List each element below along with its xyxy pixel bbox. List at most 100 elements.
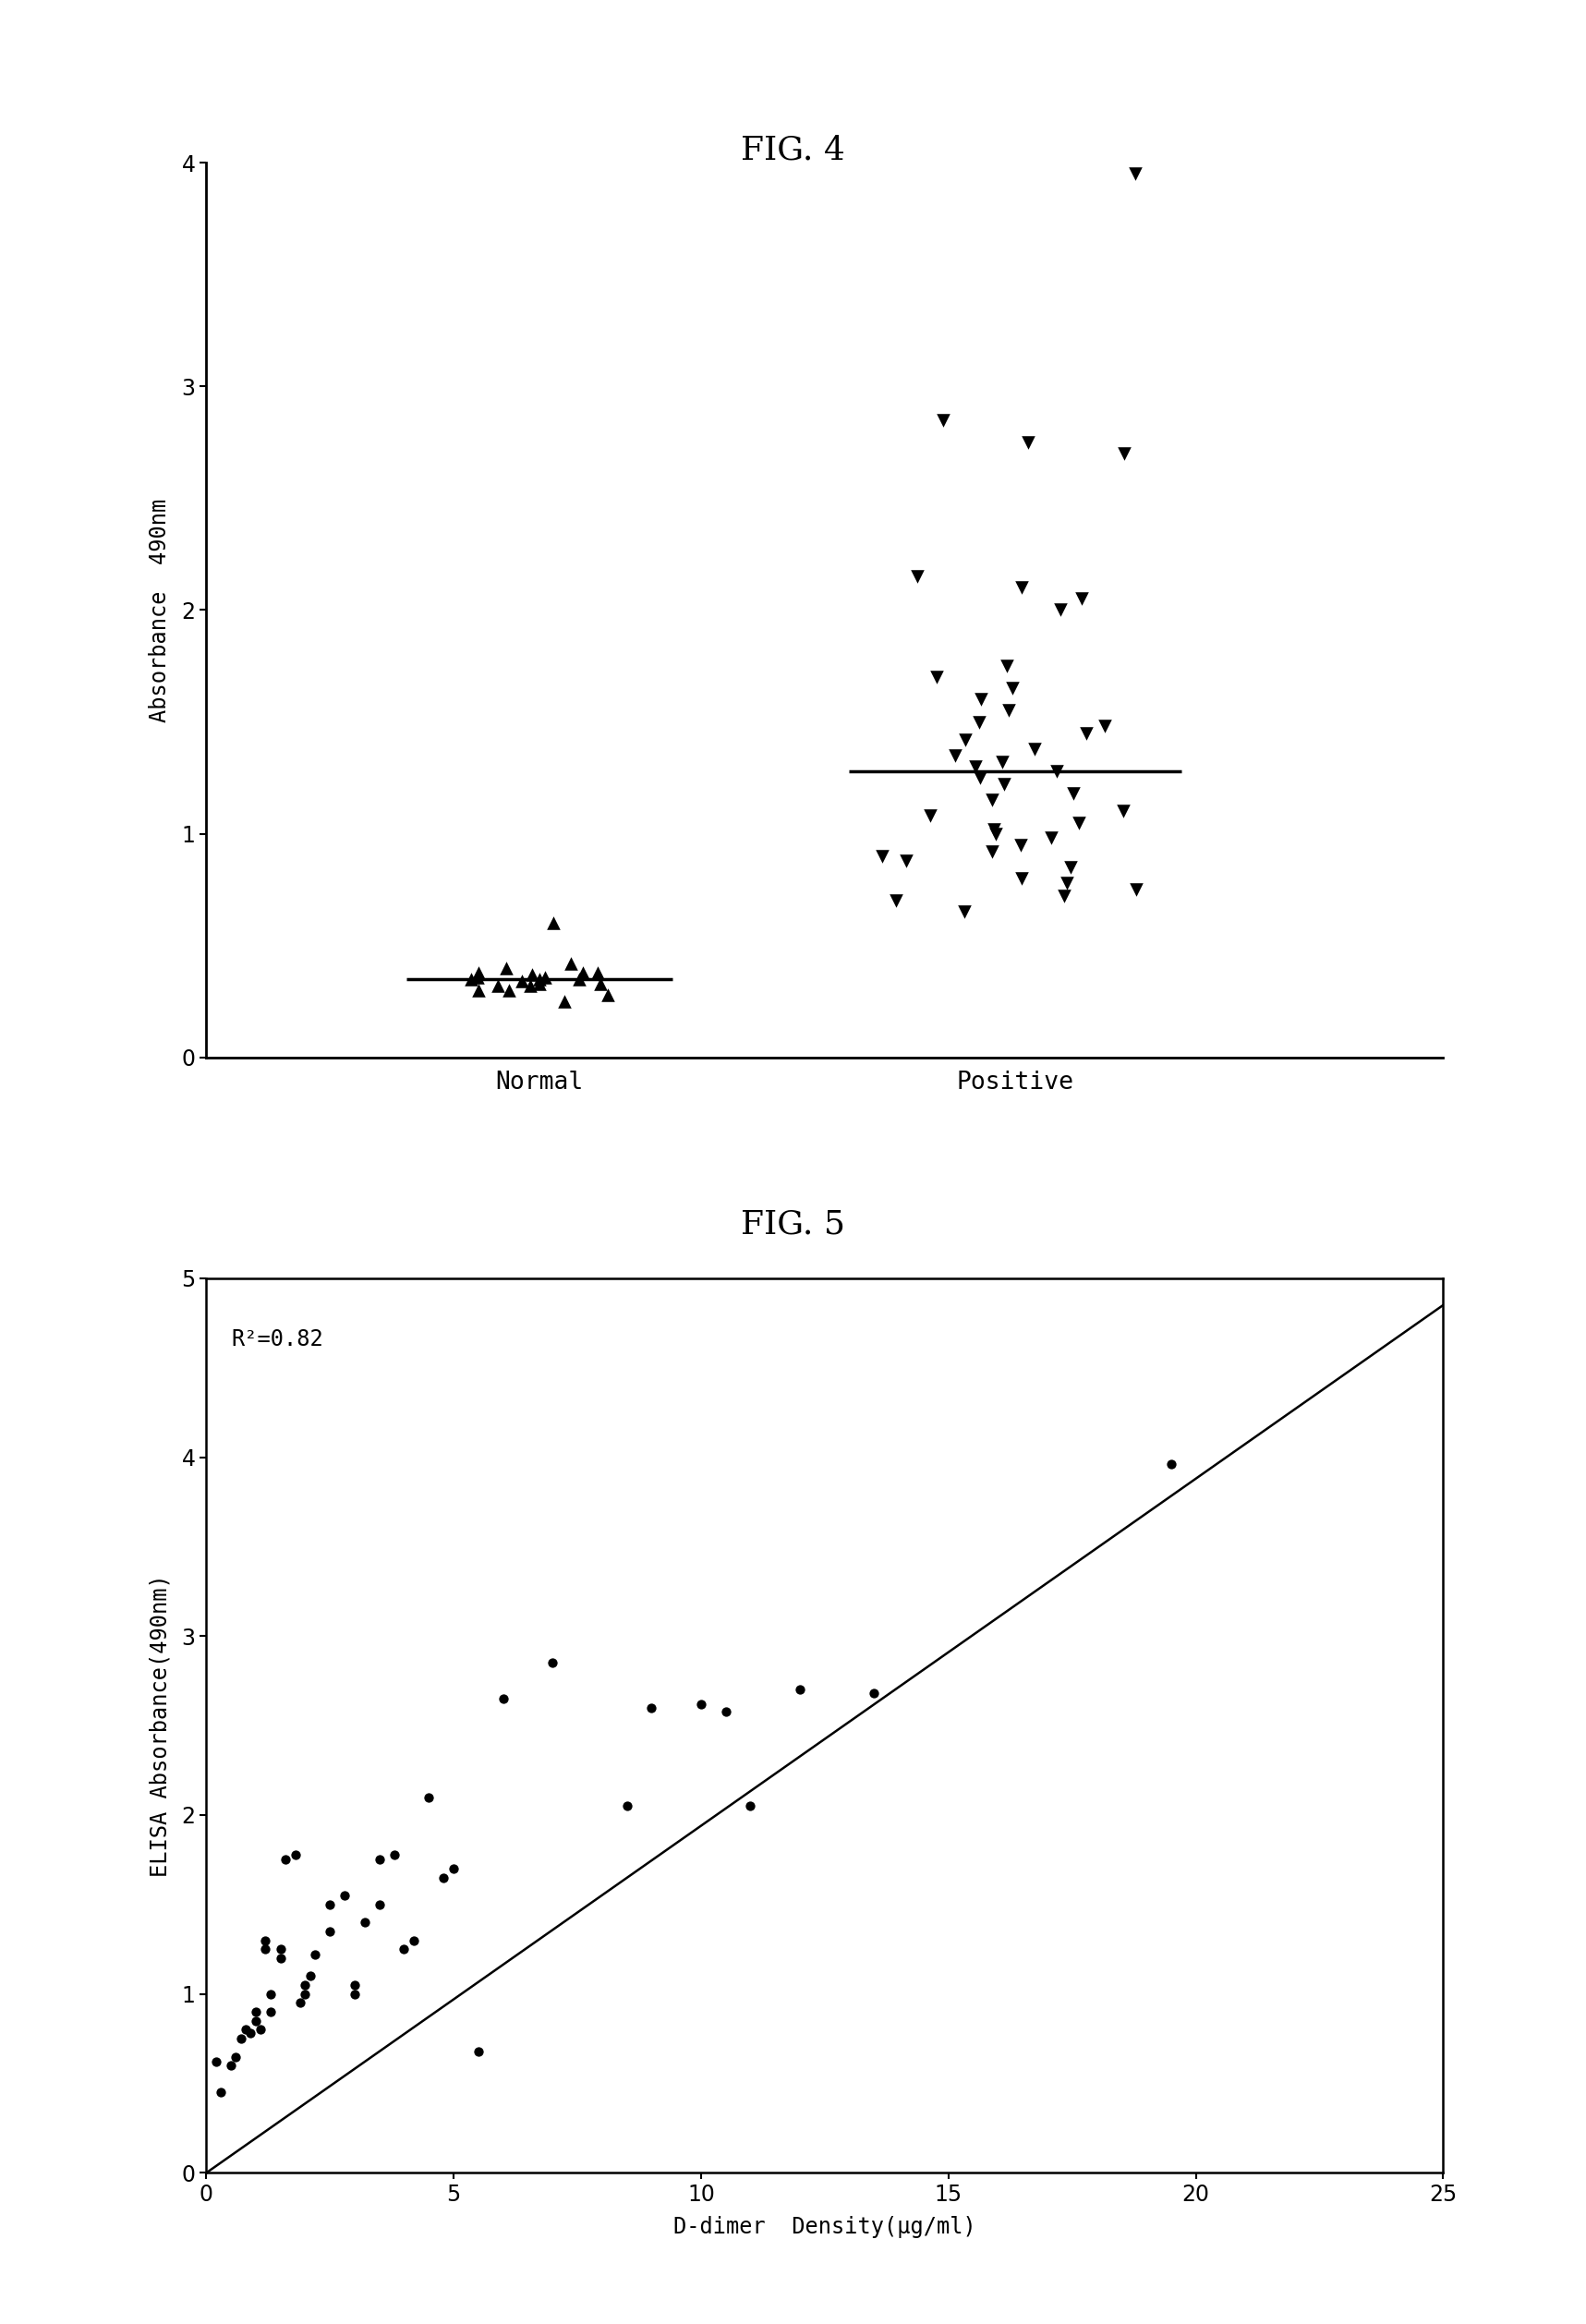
Point [517, 967, 542, 1004]
Point [282, 1836, 308, 1873]
Point [485, 967, 511, 1004]
Point [969, 681, 994, 718]
Point [1009, 827, 1034, 865]
Point [1069, 581, 1094, 618]
Point [527, 964, 552, 1002]
Point [996, 693, 1021, 730]
Text: R²=0.82: R²=0.82 [232, 1329, 324, 1350]
Point [243, 1994, 268, 2031]
Point [614, 1787, 639, 1824]
Text: FIG. 4: FIG. 4 [741, 135, 845, 167]
Point [639, 1690, 665, 1727]
Point [268, 1941, 293, 1978]
Point [366, 1887, 392, 1924]
Point [252, 1922, 278, 1959]
Point [490, 1680, 515, 1717]
Point [292, 1966, 317, 2003]
Point [252, 1931, 278, 1968]
Point [1061, 774, 1086, 811]
Point [1009, 569, 1034, 607]
Point [688, 1685, 714, 1722]
Point [509, 962, 534, 999]
Point [352, 1903, 377, 1941]
Point [317, 1887, 343, 1924]
Point [1158, 1446, 1183, 1483]
Point [238, 2015, 263, 2052]
Point [465, 957, 490, 995]
Point [595, 976, 620, 1013]
Point [287, 1985, 312, 2022]
Point [1074, 713, 1099, 751]
Point [979, 781, 1004, 818]
Point [963, 748, 988, 786]
Point [331, 1878, 357, 1915]
Point [917, 797, 942, 834]
Point [1015, 423, 1040, 460]
Point [566, 960, 592, 997]
Point [869, 837, 895, 874]
Y-axis label: ELISA Absorbance(490nm): ELISA Absorbance(490nm) [149, 1573, 171, 1878]
Point [247, 2010, 273, 2047]
Point [343, 1966, 368, 2003]
Point [994, 648, 1020, 686]
Point [883, 883, 909, 920]
Point [466, 953, 492, 990]
Point [268, 1931, 293, 1968]
Point [714, 1692, 739, 1729]
Point [243, 2003, 268, 2040]
Point [1058, 848, 1083, 885]
Point [441, 1850, 466, 1887]
Point [401, 1922, 427, 1959]
Point [496, 971, 522, 1009]
Point [259, 1994, 284, 2031]
Point [273, 1841, 298, 1878]
Point [952, 892, 977, 930]
Point [527, 960, 552, 997]
Point [904, 558, 929, 595]
Point [539, 1645, 565, 1683]
Point [787, 1671, 812, 1708]
Y-axis label: Absorbance  490nm: Absorbance 490nm [149, 497, 171, 723]
Point [569, 953, 595, 990]
Point [392, 1931, 417, 1968]
Point [465, 971, 490, 1009]
Point [303, 1936, 328, 1973]
Point [343, 1975, 368, 2013]
Point [298, 1957, 324, 1994]
Point [990, 744, 1015, 781]
Point [1124, 872, 1150, 909]
Point [431, 1859, 457, 1896]
X-axis label: D-dimer  Density(μg/ml): D-dimer Density(μg/ml) [674, 2217, 975, 2238]
Point [1067, 804, 1093, 841]
Point [1093, 709, 1118, 746]
Point [541, 904, 566, 941]
Point [923, 658, 948, 695]
Point [552, 983, 577, 1020]
Point [966, 704, 991, 741]
Point [1055, 865, 1080, 902]
Point [1047, 590, 1072, 627]
Point [203, 2043, 228, 2080]
Point [895, 841, 920, 878]
Point [292, 1975, 317, 2013]
Point [1110, 792, 1136, 830]
Point [520, 955, 546, 992]
Point [983, 816, 1009, 853]
Point [366, 1841, 392, 1878]
Point [233, 2010, 259, 2047]
Point [219, 2047, 244, 2085]
Point [228, 2020, 254, 2057]
Point [1123, 156, 1148, 193]
Point [224, 2038, 249, 2075]
Point [416, 1778, 441, 1815]
Point [466, 2034, 492, 2071]
Point [458, 960, 484, 997]
Point [991, 767, 1017, 804]
Point [208, 2073, 233, 2110]
Point [861, 1676, 887, 1713]
Point [1052, 878, 1077, 916]
Point [1021, 730, 1047, 767]
Point [259, 1975, 284, 2013]
Point [1039, 820, 1064, 858]
Point [531, 957, 557, 995]
